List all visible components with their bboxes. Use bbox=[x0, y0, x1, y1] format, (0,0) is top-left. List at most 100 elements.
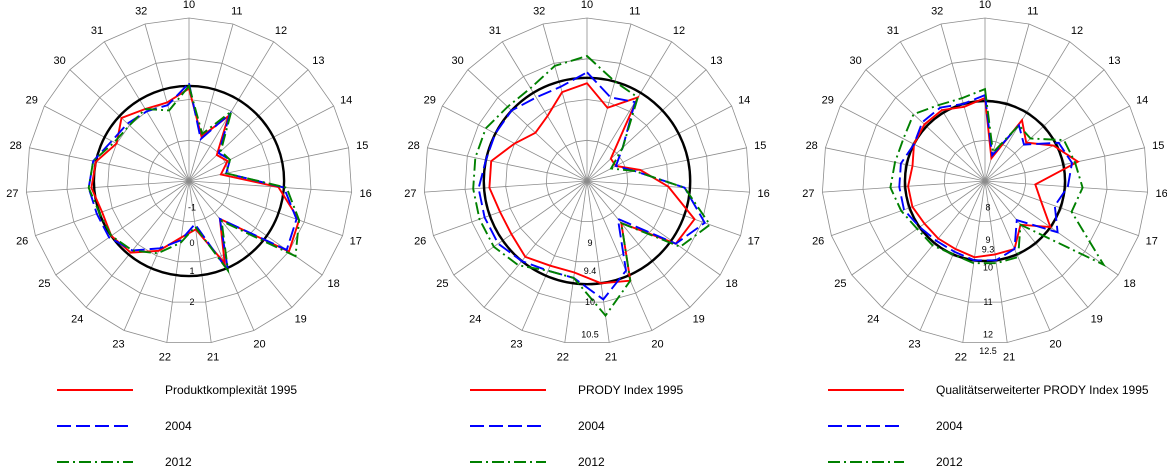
legend: Produktkomplexität 1995 2004 2012 bbox=[57, 383, 297, 468]
category-label: 12 bbox=[1071, 25, 1083, 37]
grid-spoke bbox=[586, 105, 732, 182]
grid-ring bbox=[943, 139, 1027, 222]
category-label: 13 bbox=[1108, 55, 1120, 67]
category-label: 23 bbox=[112, 338, 124, 350]
grid-spoke bbox=[831, 180, 986, 236]
legend-label: 2012 bbox=[165, 455, 192, 468]
category-label: 20 bbox=[253, 338, 265, 350]
grid-spoke bbox=[433, 180, 588, 236]
category-label: 28 bbox=[10, 140, 22, 152]
tick-label: 12.5 bbox=[979, 346, 997, 356]
category-label: 31 bbox=[887, 25, 899, 37]
category-label: 19 bbox=[1091, 313, 1103, 325]
grid-spoke bbox=[85, 180, 190, 308]
grid-spoke bbox=[29, 147, 190, 182]
grid-spoke bbox=[453, 180, 588, 276]
category-label: 17 bbox=[350, 235, 362, 247]
radar-chart-1: 1011121314151617181920212223242526272829… bbox=[6, 0, 371, 468]
reference-circle bbox=[482, 76, 692, 286]
category-label: 30 bbox=[53, 55, 65, 67]
category-label: 19 bbox=[693, 313, 705, 325]
grid-spoke bbox=[586, 69, 707, 182]
grid-spoke bbox=[483, 180, 588, 308]
category-label: 28 bbox=[806, 140, 818, 152]
grid-spoke bbox=[467, 69, 588, 182]
category-label: 11 bbox=[629, 6, 640, 18]
grid-spoke bbox=[881, 180, 986, 308]
category-label: 32 bbox=[931, 6, 943, 18]
legend: Qualitätserweiterter PRODY Index 1995 200… bbox=[828, 383, 1149, 468]
grid-spoke bbox=[822, 180, 986, 193]
legend-label: Qualitätserweiterter PRODY Index 1995 bbox=[936, 383, 1149, 397]
category-label: 31 bbox=[489, 25, 501, 37]
grid-spoke bbox=[188, 180, 343, 236]
category-label: 24 bbox=[867, 313, 879, 325]
category-label: 29 bbox=[822, 95, 834, 107]
radar-grid bbox=[423, 17, 751, 343]
category-label: 21 bbox=[605, 351, 617, 363]
legend: PRODY Index 1995 2004 2012 bbox=[470, 383, 684, 468]
category-label: 30 bbox=[849, 55, 861, 67]
grid-spoke bbox=[188, 105, 334, 182]
grid-spoke bbox=[586, 23, 632, 182]
category-label: 29 bbox=[26, 95, 38, 107]
legend-label: PRODY Index 1995 bbox=[578, 383, 684, 397]
category-label: 16 bbox=[1155, 188, 1167, 200]
tick-label: 9 bbox=[587, 238, 592, 248]
legend-label: Produktkomplexität 1995 bbox=[165, 383, 297, 397]
category-label: 26 bbox=[16, 235, 28, 247]
grid-ring bbox=[107, 99, 271, 263]
grid-spoke bbox=[188, 180, 255, 331]
radar-chart-3: 10 11 12 13 14 15 16 17 18 19 20 21 22 23 24 25 26 27 28 29… bbox=[802, 0, 1167, 468]
category-label: 10 bbox=[183, 0, 195, 11]
tick-label: 10 bbox=[983, 263, 993, 273]
grid-spoke bbox=[188, 23, 234, 182]
category-label: 24 bbox=[71, 313, 83, 325]
series-line-2 bbox=[477, 71, 707, 301]
grid-spoke bbox=[586, 180, 653, 331]
grid-spoke bbox=[188, 180, 212, 343]
category-label: 32 bbox=[533, 6, 545, 18]
category-label: 28 bbox=[408, 140, 420, 152]
radar-grid bbox=[25, 17, 353, 343]
grid-spoke bbox=[69, 69, 190, 182]
category-label: 31 bbox=[91, 25, 103, 37]
grid-spoke bbox=[851, 180, 986, 276]
grid-spoke bbox=[501, 41, 588, 182]
legend-label: 2004 bbox=[165, 419, 192, 433]
legend-label: 2004 bbox=[936, 419, 963, 433]
grid-spoke bbox=[35, 180, 190, 236]
category-label: 11 bbox=[1027, 6, 1038, 18]
category-label: 26 bbox=[414, 235, 426, 247]
series-line-1 bbox=[907, 96, 1080, 259]
grid-ring bbox=[25, 17, 353, 343]
grid-ring bbox=[505, 99, 669, 263]
grid-spoke bbox=[564, 180, 588, 343]
tick-label: 9 bbox=[985, 235, 990, 245]
tick-label: 8 bbox=[985, 202, 990, 212]
grid-spoke bbox=[984, 180, 1139, 236]
grid-spoke bbox=[26, 180, 190, 193]
category-label: 24 bbox=[469, 313, 481, 325]
tick-label: 2 bbox=[189, 297, 194, 307]
tick-label: 10.5 bbox=[581, 330, 599, 340]
grid-spoke bbox=[166, 180, 190, 343]
tick-label: 11 bbox=[983, 297, 992, 307]
category-label: 22 bbox=[159, 351, 171, 363]
grid-ring bbox=[862, 58, 1108, 303]
category-label: 18 bbox=[725, 278, 737, 290]
tick-label: 10 bbox=[585, 297, 595, 307]
grid-ring bbox=[423, 17, 751, 343]
category-label: 16 bbox=[757, 188, 769, 200]
grid-spoke bbox=[899, 41, 986, 182]
category-label: 18 bbox=[327, 278, 339, 290]
category-label: 17 bbox=[1146, 235, 1158, 247]
category-label: 21 bbox=[1003, 351, 1015, 363]
category-label: 22 bbox=[557, 351, 569, 363]
grid-spoke bbox=[586, 180, 691, 308]
category-label: 16 bbox=[359, 188, 371, 200]
category-label: 30 bbox=[451, 55, 463, 67]
grid-ring bbox=[464, 58, 710, 303]
category-label: 26 bbox=[812, 235, 824, 247]
grid-spoke bbox=[865, 69, 986, 182]
